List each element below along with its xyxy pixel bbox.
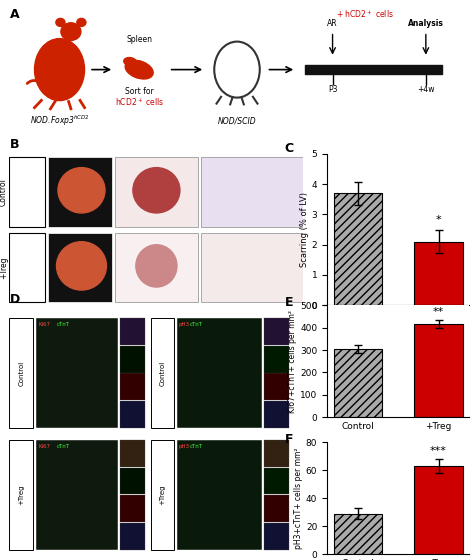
- FancyBboxPatch shape: [119, 318, 145, 345]
- FancyBboxPatch shape: [119, 495, 145, 522]
- Bar: [334, 349, 382, 417]
- Text: +Treg: +Treg: [159, 484, 165, 505]
- Ellipse shape: [124, 58, 137, 66]
- Text: Control: Control: [159, 360, 165, 385]
- Text: Ki67: Ki67: [39, 322, 51, 327]
- Bar: [334, 514, 382, 554]
- Text: F: F: [284, 433, 293, 446]
- FancyBboxPatch shape: [264, 374, 289, 400]
- Ellipse shape: [56, 242, 107, 290]
- FancyBboxPatch shape: [264, 495, 289, 522]
- Ellipse shape: [125, 60, 153, 79]
- Text: pH3: pH3: [178, 322, 190, 327]
- FancyBboxPatch shape: [264, 401, 289, 428]
- Text: Sort for: Sort for: [125, 87, 154, 96]
- Bar: [414, 242, 463, 305]
- FancyBboxPatch shape: [264, 522, 289, 549]
- FancyBboxPatch shape: [119, 346, 145, 372]
- Text: NOD.Foxp3$^{hCD2}$: NOD.Foxp3$^{hCD2}$: [30, 113, 89, 128]
- Text: pH3: pH3: [178, 444, 190, 449]
- Text: *: *: [436, 215, 441, 225]
- FancyBboxPatch shape: [36, 440, 118, 549]
- Text: +Treg: +Treg: [18, 484, 24, 505]
- Text: cTnT: cTnT: [56, 444, 70, 449]
- Bar: [334, 193, 382, 305]
- Bar: [414, 466, 463, 554]
- Text: +Treg: +Treg: [0, 256, 8, 279]
- Circle shape: [77, 18, 86, 26]
- Y-axis label: pH3+cTnT+ cells per mm²: pH3+cTnT+ cells per mm²: [294, 447, 303, 549]
- Ellipse shape: [58, 167, 105, 213]
- FancyBboxPatch shape: [264, 346, 289, 372]
- FancyBboxPatch shape: [119, 374, 145, 400]
- FancyBboxPatch shape: [48, 157, 112, 227]
- Text: Analysis: Analysis: [408, 18, 444, 27]
- FancyBboxPatch shape: [264, 440, 289, 467]
- FancyBboxPatch shape: [264, 468, 289, 494]
- Y-axis label: Ki67+cTnT+ cells per mm²: Ki67+cTnT+ cells per mm²: [288, 310, 297, 413]
- Bar: [414, 324, 463, 417]
- Text: B: B: [9, 138, 19, 151]
- FancyBboxPatch shape: [9, 157, 45, 227]
- Y-axis label: Scarring (% of LV): Scarring (% of LV): [300, 192, 309, 267]
- Text: D: D: [9, 293, 20, 306]
- Text: cTnT: cTnT: [190, 444, 203, 449]
- FancyBboxPatch shape: [119, 468, 145, 494]
- Text: Control: Control: [0, 178, 8, 206]
- Text: E: E: [284, 296, 293, 309]
- FancyBboxPatch shape: [9, 440, 33, 549]
- Text: +4w: +4w: [417, 85, 435, 94]
- FancyBboxPatch shape: [115, 157, 198, 227]
- Circle shape: [56, 18, 65, 26]
- FancyBboxPatch shape: [9, 318, 33, 428]
- Text: Spleen: Spleen: [126, 35, 152, 44]
- FancyBboxPatch shape: [264, 318, 289, 345]
- Text: cTnT: cTnT: [190, 322, 203, 327]
- Bar: [305, 65, 442, 74]
- FancyBboxPatch shape: [36, 318, 118, 428]
- Text: + hCD2$^+$ cells: + hCD2$^+$ cells: [336, 8, 393, 20]
- Text: P3: P3: [328, 85, 337, 94]
- Text: Ki67: Ki67: [39, 444, 51, 449]
- Text: AR: AR: [327, 18, 338, 27]
- FancyBboxPatch shape: [119, 440, 145, 467]
- Text: ***: ***: [430, 446, 447, 456]
- FancyBboxPatch shape: [177, 440, 262, 549]
- Ellipse shape: [136, 245, 177, 287]
- FancyBboxPatch shape: [201, 232, 303, 302]
- Text: A: A: [9, 8, 19, 21]
- FancyBboxPatch shape: [115, 232, 198, 302]
- FancyBboxPatch shape: [119, 401, 145, 428]
- FancyBboxPatch shape: [48, 232, 112, 302]
- Text: cTnT: cTnT: [56, 322, 70, 327]
- FancyBboxPatch shape: [9, 232, 45, 302]
- FancyBboxPatch shape: [177, 318, 262, 428]
- Text: Control: Control: [18, 360, 24, 385]
- FancyBboxPatch shape: [119, 522, 145, 549]
- Text: C: C: [284, 142, 293, 155]
- Text: **: **: [433, 307, 444, 317]
- Text: NOD/SCID: NOD/SCID: [218, 116, 256, 125]
- Ellipse shape: [35, 39, 84, 101]
- FancyBboxPatch shape: [201, 157, 303, 227]
- Circle shape: [61, 23, 81, 40]
- FancyBboxPatch shape: [151, 318, 174, 428]
- Ellipse shape: [133, 167, 180, 213]
- FancyBboxPatch shape: [151, 440, 174, 549]
- Text: hCD2$^+$ cells: hCD2$^+$ cells: [115, 96, 164, 108]
